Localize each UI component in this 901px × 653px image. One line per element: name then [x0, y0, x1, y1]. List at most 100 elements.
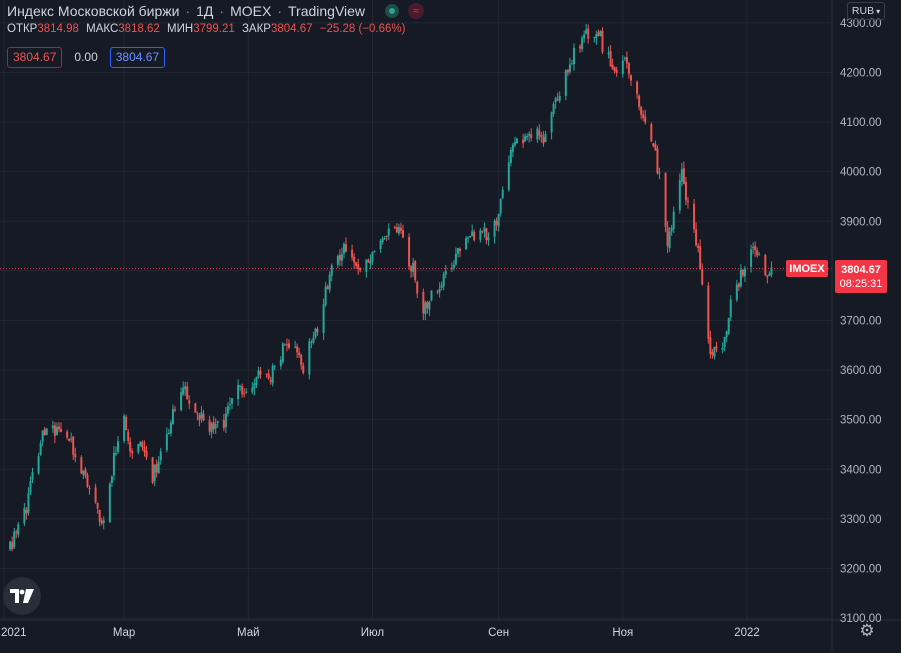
candle-body	[707, 285, 710, 339]
candle-body	[540, 135, 543, 138]
candle-body	[88, 487, 91, 489]
candle-body	[552, 103, 555, 114]
candle-body	[621, 60, 624, 75]
candle-body	[393, 226, 396, 228]
last-price-tag: 3804.67 08:25:31	[835, 260, 887, 293]
time-axis[interactable]: 2021 Мар Май Июл Сен Ноя 2022	[1, 627, 760, 639]
candle-body	[408, 237, 411, 267]
candle-body	[68, 438, 71, 441]
candle-body	[615, 69, 618, 73]
x-tick-label: 2021	[1, 627, 27, 639]
candle-body	[770, 267, 773, 275]
quote-pills: 3804.67 0.00 3804.67	[7, 47, 166, 68]
candle-body	[224, 413, 227, 428]
candle-body	[371, 252, 374, 262]
y-tick-label: 4300.00	[840, 18, 882, 30]
candle-body	[11, 542, 14, 550]
currency-dropdown[interactable]: RUB ▾	[847, 2, 885, 20]
candle-body	[410, 265, 413, 272]
candle-body	[153, 464, 156, 482]
candle-body	[695, 229, 698, 246]
candle-body	[458, 248, 461, 252]
ask-button[interactable]: 3804.67	[109, 47, 166, 68]
candle-body	[137, 444, 140, 453]
market-closed-icon[interactable]: ≈	[408, 3, 425, 19]
candle-body	[424, 302, 427, 314]
candle-body	[579, 46, 582, 49]
candle-body	[752, 247, 755, 249]
candle-body	[344, 244, 347, 252]
candle-body	[568, 64, 571, 72]
candle-body	[338, 254, 341, 261]
candle-body	[53, 425, 56, 437]
symbol-title[interactable]: Индекс Московской биржи	[7, 3, 180, 19]
candle-body	[228, 404, 231, 406]
candle-body	[401, 230, 404, 238]
y-tick-label: 4200.00	[840, 67, 882, 79]
candle-body	[428, 301, 431, 310]
candle-body	[536, 128, 539, 140]
candle-body	[442, 274, 445, 287]
candle-body	[367, 259, 370, 263]
currency-label: RUB	[851, 5, 875, 17]
candle-body	[585, 29, 588, 34]
candle-body	[741, 269, 744, 276]
candle-body	[768, 273, 771, 276]
y-tick-label: 4100.00	[840, 117, 882, 129]
candle-body	[324, 286, 327, 305]
settings-icon[interactable]: ⚙	[859, 621, 875, 640]
candle-body	[114, 453, 117, 455]
candle-body	[524, 135, 527, 142]
candle-body	[636, 81, 639, 94]
price-axis[interactable]: 3100.00 3200.00 3300.00 3400.00 3500.00 3600.…	[840, 18, 882, 625]
bid-button[interactable]: 3804.67	[7, 47, 63, 68]
candle-body	[764, 254, 767, 276]
candle-body	[257, 370, 260, 378]
candle-body	[151, 457, 154, 483]
candle-body	[721, 347, 724, 350]
candle-body	[74, 454, 77, 458]
candle-body	[194, 403, 197, 413]
candle-body	[70, 438, 73, 440]
candle-body	[159, 451, 162, 461]
candle-body	[593, 36, 596, 38]
candle-body	[680, 169, 683, 182]
candle-body	[253, 383, 256, 389]
candle-body	[230, 398, 233, 404]
candle-body	[330, 265, 333, 276]
candle-body	[729, 299, 732, 318]
candle-body	[57, 426, 60, 430]
low-value: 3799.21	[193, 23, 235, 35]
market-status-icon[interactable]	[385, 4, 400, 18]
candle-body	[416, 281, 419, 294]
candle-body	[485, 228, 488, 241]
candle-body	[379, 240, 382, 250]
candle-body	[538, 130, 541, 136]
tradingview-logo-icon[interactable]	[3, 577, 41, 615]
candle-body	[652, 143, 655, 147]
candle-body	[456, 248, 459, 254]
candle-body	[300, 354, 303, 365]
candle-body	[31, 472, 34, 480]
close-label: ЗАКР	[241, 23, 271, 35]
candle-body	[287, 343, 290, 348]
candle-body	[55, 426, 58, 435]
candle-body	[165, 434, 168, 451]
candle-body	[255, 377, 258, 386]
x-tick-label: 2022	[734, 627, 760, 639]
candle-body	[650, 124, 653, 142]
candle-body	[72, 436, 75, 455]
candle-body	[381, 238, 384, 242]
exchange-label: MOEX	[230, 3, 272, 19]
candle-body	[100, 520, 103, 524]
legend-separator: ·	[219, 3, 225, 19]
ohlc-values: ОТКР3814.98 МАКС3818.62 МИН3799.21 ЗАКР3…	[7, 23, 409, 35]
candle-body	[326, 286, 329, 290]
chart-legend[interactable]: Индекс Московской биржи · 1Д · MOEX · Tr…	[7, 3, 425, 19]
candle-body	[754, 245, 757, 251]
candle-body	[766, 275, 769, 278]
candle-body	[43, 429, 46, 436]
candle-body	[169, 422, 172, 434]
interval-label[interactable]: 1Д	[196, 3, 214, 19]
